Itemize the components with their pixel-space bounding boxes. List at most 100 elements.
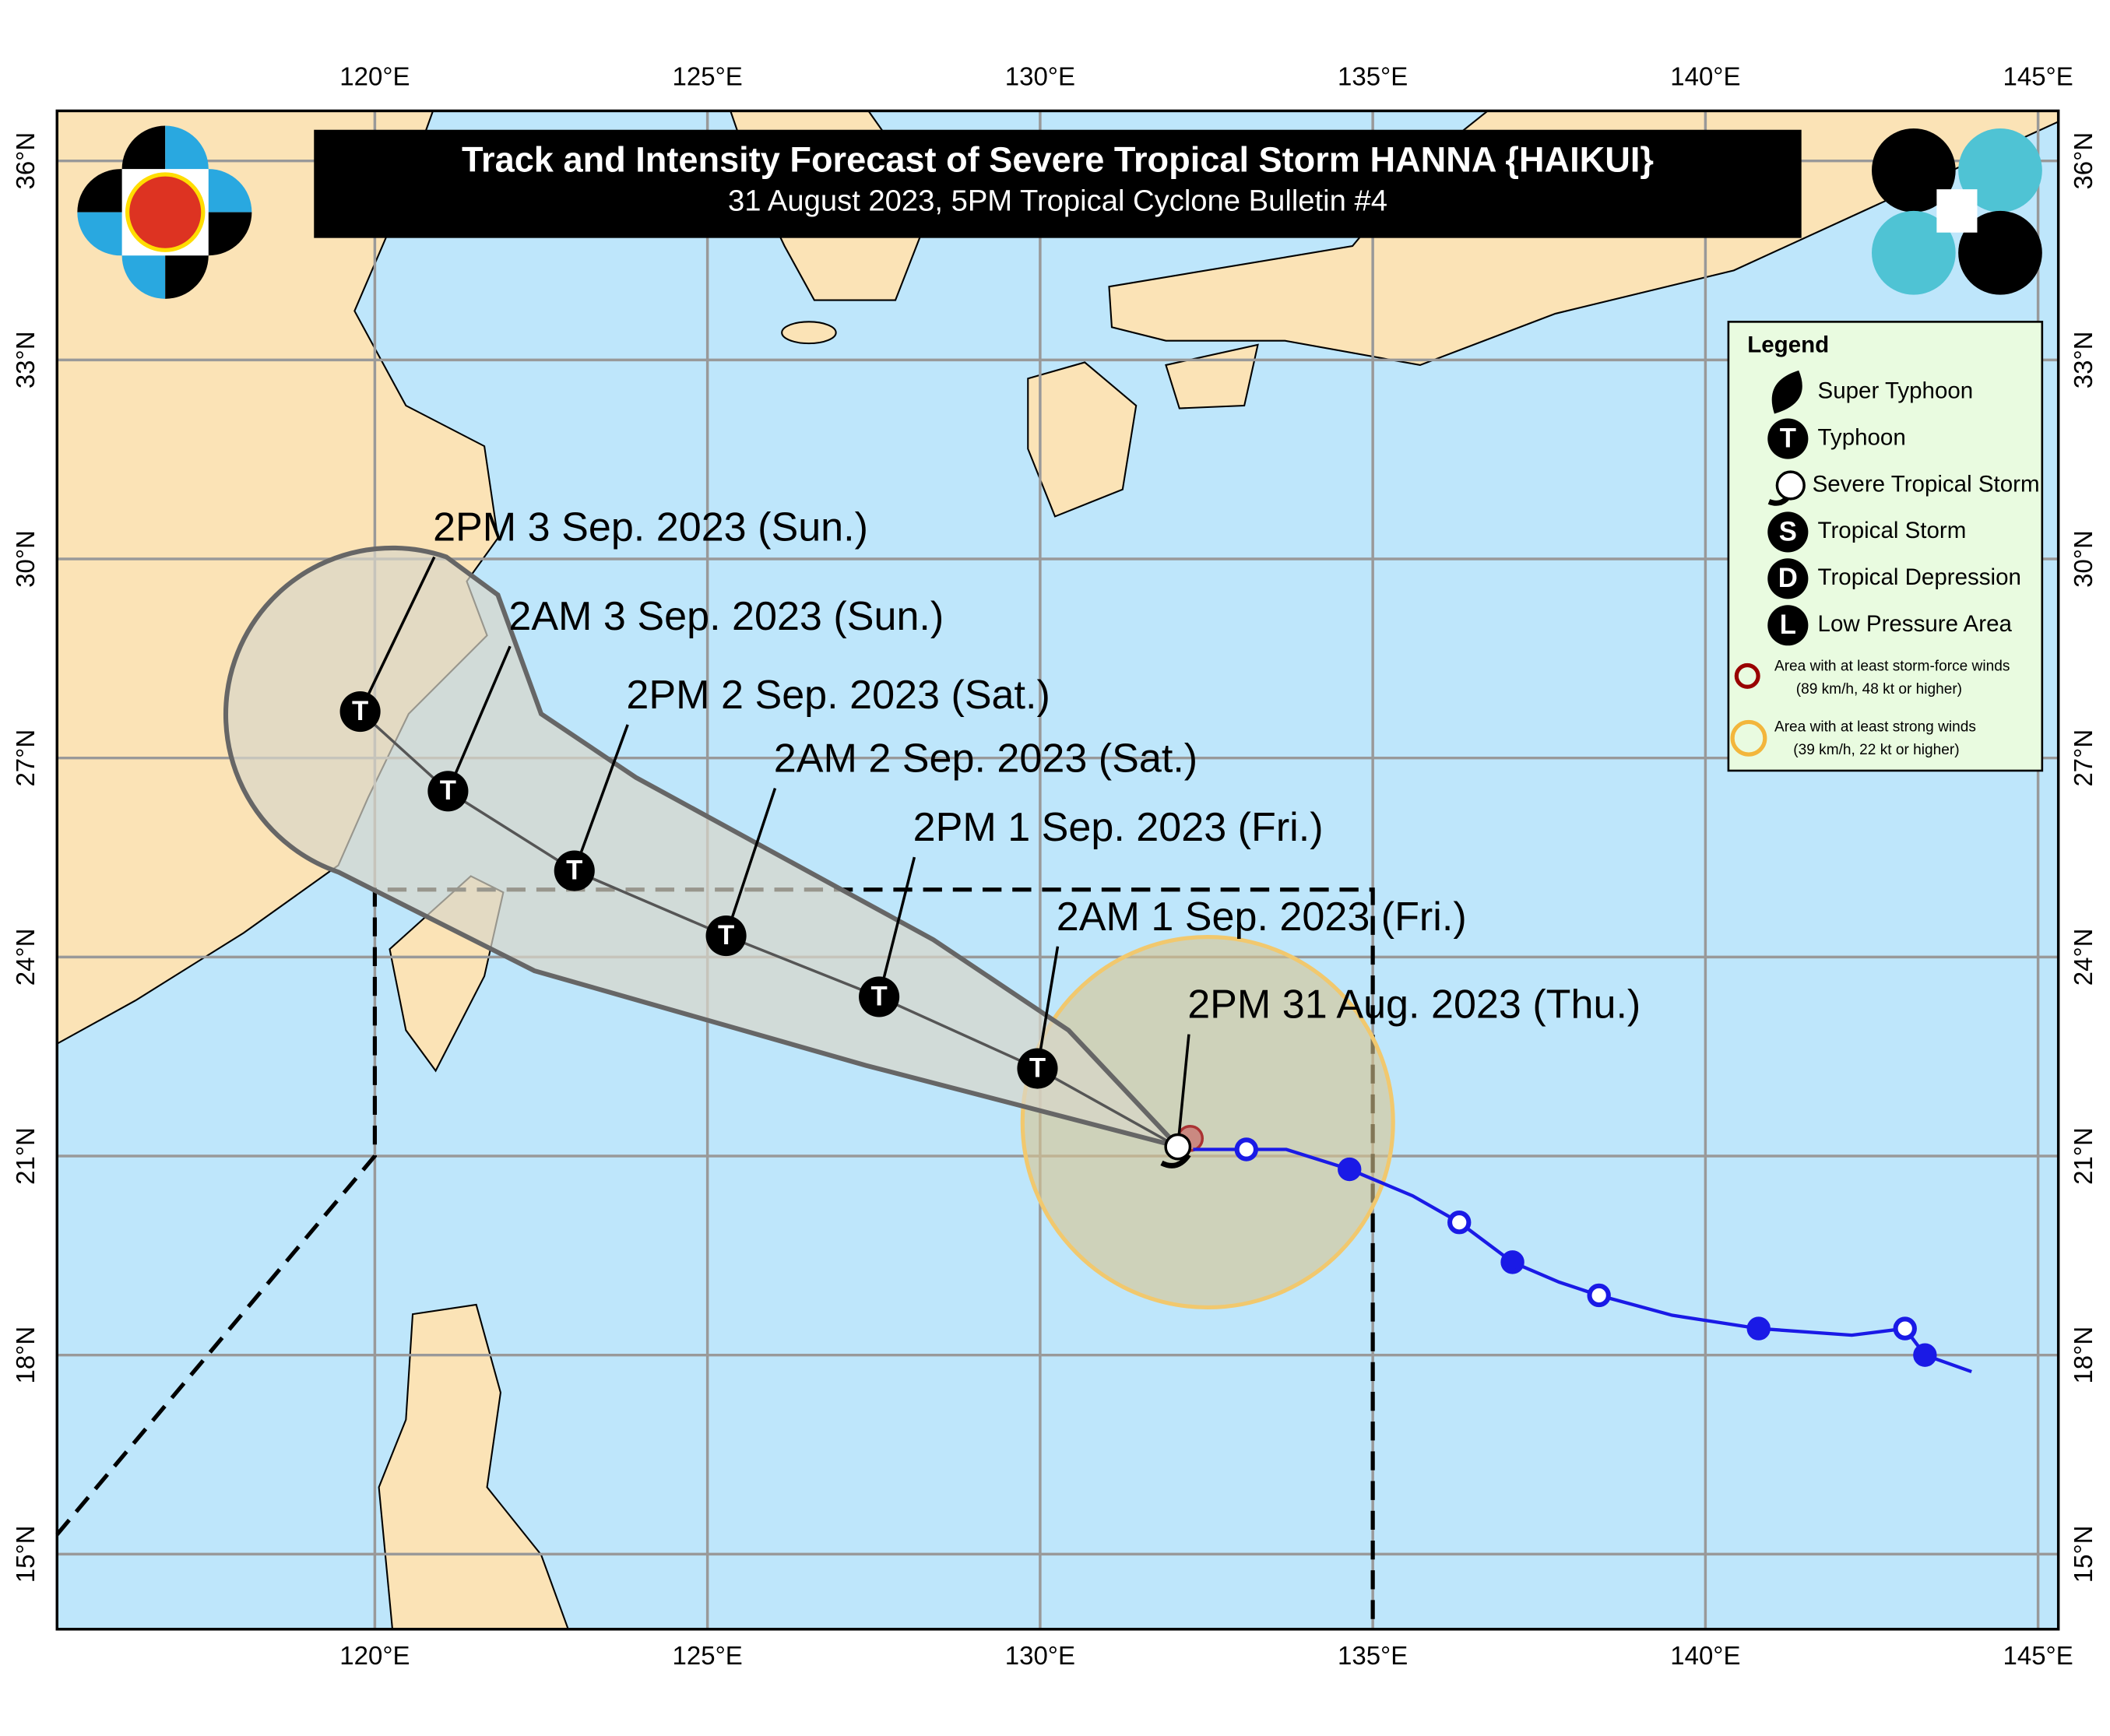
cone (223, 545, 1186, 1151)
title: Track and Intensity Forecast of Severe T… (462, 139, 1654, 179)
logo-part (1872, 128, 1956, 213)
lat-label: 21°N (11, 1127, 40, 1185)
legend-title: Legend (1747, 332, 1829, 357)
lat-label: 21°N (2069, 1127, 2098, 1185)
subtitle: 31 August 2023, 5PM Tropical Cyclone Bul… (728, 184, 1387, 218)
legend-label: Low Pressure Area (1818, 611, 2013, 637)
legend-text: Area with at least strong winds (1774, 719, 1976, 735)
category-symbol: T (440, 776, 456, 806)
legend-icon (1767, 558, 1809, 599)
dost-logo (1872, 128, 2042, 295)
lon-label: 120°E (339, 61, 410, 90)
past-position (1338, 1157, 1362, 1182)
past-position (1234, 1137, 1258, 1161)
land-jeju (781, 321, 837, 345)
past-position (1746, 1316, 1771, 1341)
category-symbol: T (566, 856, 582, 885)
category-symbol: T (352, 697, 368, 726)
lon-label: 125°E (673, 1641, 743, 1670)
lat-label: 27°N (11, 729, 40, 787)
forecast-position (859, 976, 900, 1017)
lon-label: 135°E (1338, 61, 1408, 90)
tracks: 2PM 31 Aug. 2023 (Thu.) 2AM 1 Sep. 2023 (… (339, 505, 1972, 1374)
lat-label: 36°N (11, 132, 40, 190)
sts-icon-tail (1160, 1153, 1191, 1168)
leader-line (359, 556, 436, 712)
legend-symbol: L (1780, 610, 1796, 640)
legend-label: Severe Tropical Storm (1813, 471, 2040, 497)
forecast-position (339, 691, 381, 733)
legend-label: Super Typhoon (1818, 378, 1974, 403)
lon-label: 145°E (2003, 61, 2073, 90)
forecast-label: 2PM 1 Sep. 2023 (Fri.) (913, 805, 1324, 850)
legend-storm-force-icon (1734, 662, 1760, 689)
forecast-position (554, 850, 595, 891)
lat-label: 24°N (11, 928, 40, 986)
logo-part (1958, 210, 2042, 295)
category-symbol: T (1029, 1053, 1046, 1083)
logo-center (1936, 189, 1978, 233)
lon-label: 140°E (1670, 61, 1740, 90)
lon-label: 145°E (2003, 1641, 2073, 1670)
leader-line (1036, 946, 1060, 1069)
lat-label: 24°N (2069, 928, 2098, 986)
forecast-label: 2AM 3 Sep. 2023 (Sun.) (508, 594, 944, 639)
lat-label: 30°N (2069, 530, 2098, 588)
lat-label: 30°N (11, 530, 40, 588)
land-kyushu (1027, 361, 1138, 518)
lon-label: 140°E (1670, 1641, 1740, 1670)
logo-seal (125, 172, 206, 252)
logo-part (1872, 210, 1956, 295)
past-track (1193, 1147, 1972, 1374)
frame-border (55, 109, 2060, 1631)
past-position (1913, 1343, 1937, 1367)
past-position (1500, 1250, 1524, 1274)
legend-symbol: T (1780, 423, 1796, 453)
forecast-position (1164, 1133, 1192, 1161)
legend-icon (1767, 418, 1809, 459)
lat-label: 36°N (2069, 132, 2098, 190)
lon-label: 130°E (1005, 1641, 1075, 1670)
title-background (314, 129, 1802, 238)
legend-symbol: S (1779, 517, 1797, 546)
legend-icon (1775, 470, 1806, 501)
legend-icon (1771, 370, 1802, 414)
leader-line (1176, 1034, 1190, 1147)
forecast-label: 2AM 2 Sep. 2023 (Sat.) (774, 736, 1197, 782)
lon-label: 135°E (1338, 1641, 1408, 1670)
legend-label: Tropical Storm (1818, 518, 1967, 543)
lat-label: 27°N (2069, 729, 2098, 787)
legend-icon (1767, 605, 1809, 646)
leader-line (724, 787, 777, 937)
lon-label: 120°E (339, 1641, 410, 1670)
past-position (1893, 1316, 1917, 1341)
lat-label: 15°N (11, 1526, 40, 1583)
legend-strong-winds-icon (1730, 719, 1767, 757)
land-luzon (378, 1303, 570, 1630)
pagasa-logo (77, 125, 252, 299)
forecast-cone (223, 545, 1395, 1310)
lon-label: 125°E (673, 61, 743, 90)
forecast-label: 2AM 1 Sep. 2023 (Fri.) (1057, 894, 1467, 940)
leader-line (446, 645, 512, 792)
forecast-position (427, 771, 469, 812)
title-box: Track and Intensity Forecast of Severe T… (314, 129, 1802, 238)
category-symbol: T (718, 921, 734, 951)
legend-label: Tropical Depression (1818, 564, 2021, 590)
lon-label: 130°E (1005, 61, 1075, 90)
leader-line (877, 856, 916, 997)
legend-text: Area with at least storm-force winds (1774, 658, 2010, 674)
legend-text: (39 km/h, 22 kt or higher) (1793, 742, 1959, 758)
forecast-label: 2PM 2 Sep. 2023 (Sat.) (626, 673, 1050, 718)
logo-part (1958, 128, 2042, 213)
legend-text: (89 km/h, 48 kt or higher) (1796, 681, 1962, 698)
current-wind-area (1020, 934, 1395, 1310)
lat-label: 15°N (2069, 1526, 2098, 1583)
legend-icon (1767, 511, 1809, 553)
lat-label: 33°N (11, 331, 40, 388)
lat-label: 18°N (2069, 1327, 2098, 1384)
legend-symbol: D (1778, 564, 1798, 593)
map-frame (56, 110, 2059, 1630)
